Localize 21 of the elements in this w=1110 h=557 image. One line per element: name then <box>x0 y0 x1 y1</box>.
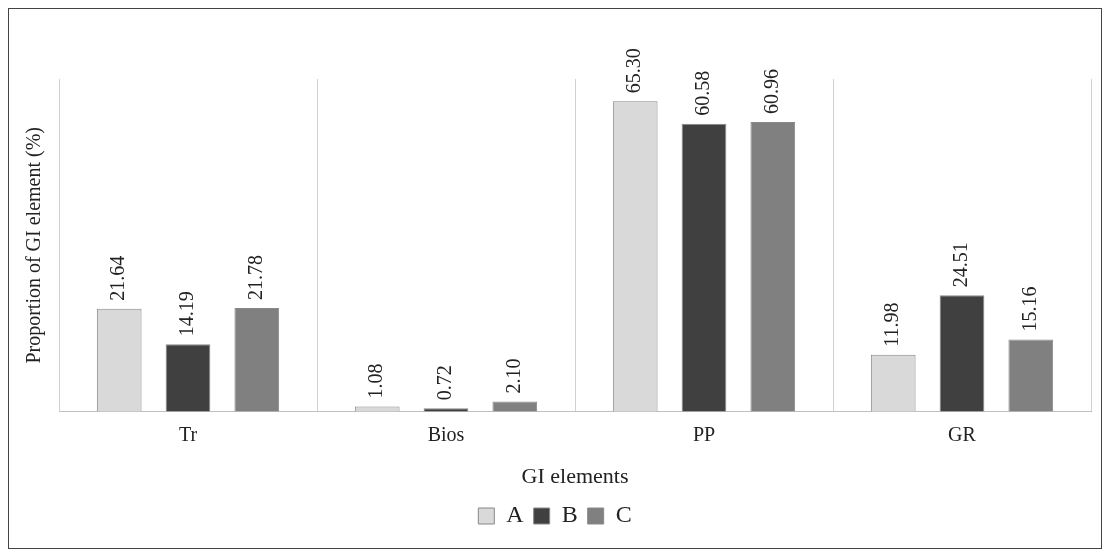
x-tick-label: Tr <box>178 422 198 445</box>
data-label: 15.16 <box>1018 286 1041 332</box>
data-label: 60.96 <box>760 68 783 114</box>
x-tick-label: Bios <box>427 422 465 445</box>
data-label: 24.51 <box>949 242 972 288</box>
legend-label: B <box>561 501 578 528</box>
data-label: 2.10 <box>502 358 525 394</box>
data-label: 65.30 <box>622 48 645 94</box>
x-tick-label: GR <box>948 422 977 445</box>
data-label: 14.19 <box>175 291 198 337</box>
data-label: 11.98 <box>880 302 903 347</box>
data-label: 21.78 <box>244 255 267 301</box>
data-label: 21.64 <box>106 255 129 301</box>
y-axis-title: Proportion of GI element (%) <box>22 127 46 364</box>
legend-label: C <box>615 501 632 528</box>
data-label: 60.58 <box>691 70 714 116</box>
data-label: 0.72 <box>433 365 456 401</box>
x-axis-title: GI elements <box>521 462 629 488</box>
x-tick-label: PP <box>692 422 716 445</box>
legend-label: A <box>506 501 525 528</box>
data-label: 1.08 <box>364 363 387 399</box>
